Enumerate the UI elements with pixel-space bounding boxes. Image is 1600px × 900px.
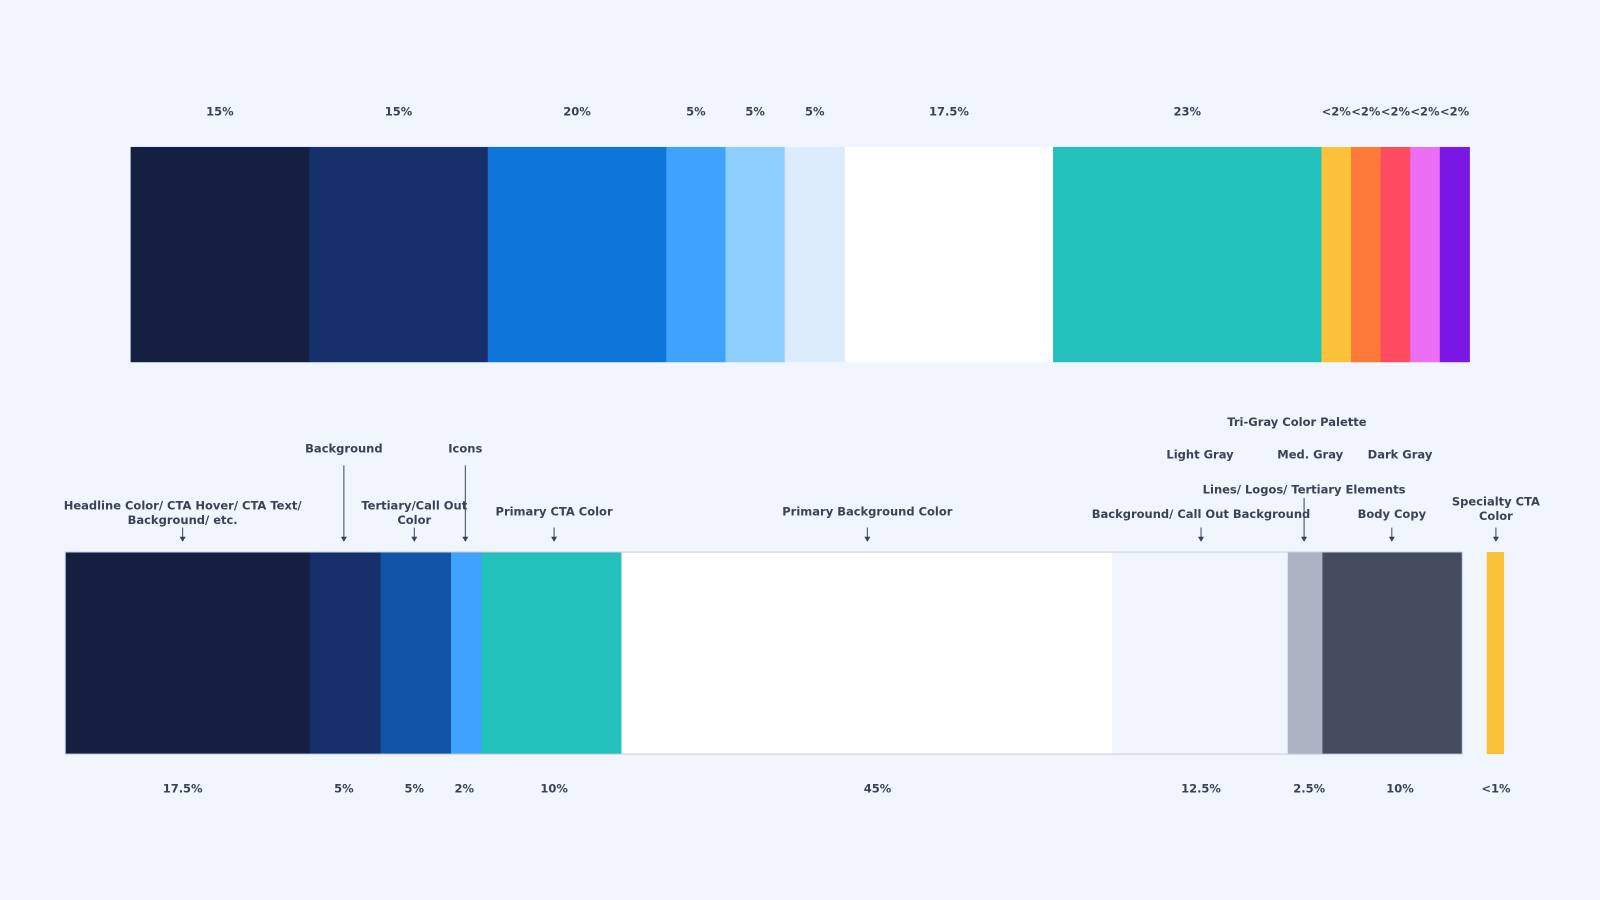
annotation-label: Background/ Call Out Background [1092, 507, 1311, 521]
color-swatch [621, 552, 1113, 755]
percent-label: 5% [686, 105, 706, 119]
color-swatch [1053, 146, 1322, 363]
annotation-label: Specialty CTA [1452, 495, 1540, 509]
color-swatch [310, 552, 382, 755]
color-swatch [784, 146, 846, 363]
percent-label: 20% [563, 105, 591, 119]
group-heading: Med. Gray [1277, 448, 1343, 462]
group-heading: Dark Gray [1368, 448, 1433, 462]
color-swatch [481, 552, 622, 755]
percent-label: 17.5% [929, 105, 969, 119]
color-swatch [309, 146, 489, 363]
arrow-head [462, 536, 469, 542]
color-swatch [1112, 552, 1289, 755]
percent-label: 5% [805, 105, 825, 119]
color-swatch [844, 146, 1054, 363]
percent-label: 45% [864, 781, 892, 795]
percent-label: <2% [1440, 105, 1470, 119]
arrow-head [551, 536, 558, 542]
color-swatch [130, 146, 310, 363]
percent-label: <2% [1410, 105, 1440, 119]
color-swatch [1321, 146, 1352, 363]
color-swatch [666, 146, 727, 363]
palette-border [64, 551, 1463, 755]
percent-label: 2.5% [1293, 781, 1325, 795]
percent-label: <1% [1481, 781, 1511, 795]
percent-label: <2% [1381, 105, 1411, 119]
color-swatch [1322, 552, 1463, 755]
arrow-head [179, 536, 186, 542]
arrow-head [411, 536, 418, 542]
percent-label: 5% [334, 781, 354, 795]
group-heading: Light Gray [1166, 448, 1234, 462]
group-heading: Tri-Gray Color Palette [1227, 415, 1366, 429]
annotation-label: Icons [448, 441, 482, 455]
annotation-label: Body Copy [1358, 507, 1427, 521]
percent-label: 23% [1173, 105, 1201, 119]
color-swatch [1410, 146, 1441, 363]
annotation-label: Tertiary/Call Out [361, 499, 467, 513]
annotation-label: Lines/ Logos/ Tertiary Elements [1203, 482, 1406, 496]
color-swatch [1380, 146, 1411, 363]
percent-label: <2% [1351, 105, 1381, 119]
percent-label: 17.5% [163, 781, 203, 795]
percent-label: 10% [540, 781, 568, 795]
arrow-head [1301, 536, 1308, 542]
color-swatch [65, 552, 311, 755]
color-swatch [380, 552, 452, 755]
annotation-label: Color [397, 513, 431, 527]
arrow-head [1198, 536, 1205, 542]
annotation-label: Color [1479, 509, 1513, 523]
arrow-head [864, 536, 871, 542]
percent-label: 5% [745, 105, 765, 119]
color-swatch [725, 146, 786, 363]
color-swatch [451, 552, 483, 755]
percent-label: 2% [455, 781, 475, 795]
annotation-label: Headline Color/ CTA Hover/ CTA Text/ [64, 499, 303, 513]
annotation-label: Primary Background Color [782, 505, 953, 519]
arrow-head [1492, 536, 1499, 542]
percent-label: 15% [206, 105, 234, 119]
color-swatch [487, 146, 667, 363]
percent-label: 5% [405, 781, 425, 795]
arrow-head [340, 536, 347, 542]
percent-label: <2% [1322, 105, 1352, 119]
annotation-label: Background/ etc. [128, 513, 238, 527]
color-swatch [1287, 552, 1323, 755]
annotation-label: Primary CTA Color [496, 505, 613, 519]
percent-label: 12.5% [1181, 781, 1221, 795]
annotation-label: Background [305, 441, 382, 455]
percent-label: 10% [1386, 781, 1414, 795]
arrow-head [1388, 536, 1395, 542]
color-swatch [1351, 146, 1382, 363]
color-swatch [1439, 146, 1470, 363]
color-swatch [1486, 552, 1505, 755]
percent-label: 15% [385, 105, 413, 119]
